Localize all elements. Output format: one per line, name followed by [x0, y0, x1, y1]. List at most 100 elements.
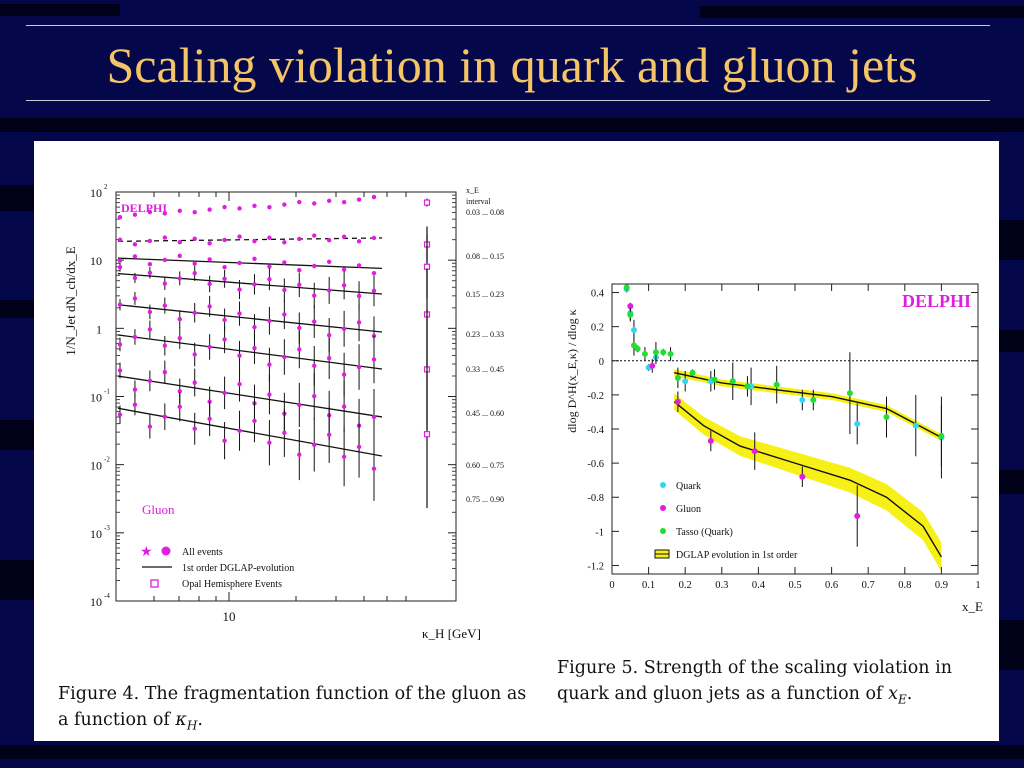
fig5-y-axis-label: dlog D^H(x_E,κ) / dlog κ: [565, 309, 579, 432]
fig4-data-point: [297, 199, 302, 205]
fig4-legend-all-events: All events: [182, 547, 223, 558]
fig4-data-point: [267, 392, 272, 397]
fig5-x-axis-label: x_E: [962, 599, 983, 614]
fig4-data-point: [177, 208, 182, 214]
fig4-data-point: [177, 253, 182, 259]
fig5-data-point: [938, 432, 945, 439]
fig4-data-point: [147, 209, 153, 215]
fig4-data-point: [132, 275, 138, 281]
fig5-data-point: [667, 350, 674, 357]
fig4-data-point: [117, 302, 123, 307]
fig4-y-axis-label: 1/N_Jet dN_ch/dx_E: [63, 246, 78, 355]
fig4-data-point: [237, 234, 242, 239]
fig4-data-point: [267, 205, 272, 210]
fig4-data-point: [282, 202, 287, 207]
fig4-y-tick-exponent: -1: [104, 388, 110, 396]
figure-panel: 10 2 10 1 10 -1 10 -2 10 -3 10 -4 DELPHI 1/N_Jet dN…: [34, 141, 999, 741]
fig4-data-point: [132, 387, 138, 392]
fig4-data-point: [356, 320, 362, 325]
fig5-quark-band: [674, 369, 942, 441]
legend-open-square-icon: [150, 579, 159, 588]
fig4-data-point: [177, 239, 182, 245]
fig5-data-point: [674, 398, 681, 405]
fig4-y-tick-label: 10: [90, 595, 102, 609]
fig4-data-point: [147, 238, 153, 244]
fig4-data-point: [282, 287, 287, 293]
fig4-ticks: [116, 191, 456, 602]
fig4-data-point: [162, 414, 168, 419]
fig5-data-point: [689, 369, 696, 376]
fig4-data-point: [252, 324, 257, 330]
fig5-x-tick-label: 0.3: [715, 580, 728, 591]
fig4-data-point: [356, 197, 362, 202]
fig5-data-point: [912, 422, 919, 429]
fig4-data-point: [282, 240, 287, 245]
fig4-data-point: [222, 438, 227, 443]
fig5-ticks: 0 0.1 0.2 0.3 0.4 0.5 0.6 0.7 0.8 0.9 1 0.4 0.2 0 -0.2…: [587, 284, 981, 591]
fig4-legend: ★ All events 1st order DGLAP-evolution O…: [140, 545, 294, 590]
fig5-delphi-label: DELPHI: [902, 291, 971, 311]
fig4-data-point: [237, 428, 242, 433]
fig4-data-point: [267, 362, 272, 367]
fig4-data-point: [312, 293, 317, 298]
legend-tasso-icon: [660, 528, 666, 534]
fig5-x-tick-label: 0.7: [862, 580, 875, 591]
fig4-data-point: [207, 304, 212, 309]
fig5-data-point: [799, 397, 806, 403]
fig4-data-point: [252, 203, 257, 209]
fig4-y-tick-exponent: 2: [104, 183, 108, 191]
title-rule-top: [26, 25, 990, 26]
fig4-data-point: [297, 402, 302, 408]
fig4-data-point: [132, 242, 138, 247]
fig4-dglap-line: [117, 334, 383, 370]
fig5-data-point: [883, 414, 890, 421]
fig4-data-point: [237, 206, 242, 211]
fig4-data-point: [326, 237, 332, 243]
fig4-data-point: [207, 207, 212, 212]
fig5-legend-tasso: Tasso (Quark): [676, 527, 733, 538]
fig5-data-point: [707, 437, 714, 444]
fig5-x-tick-label: 0.5: [788, 580, 801, 591]
fig4-data-point: [117, 412, 123, 417]
fig5-data-point: [674, 374, 681, 381]
fig5-x-tick-label: 0: [609, 580, 614, 591]
legend-quark-icon: [660, 482, 666, 488]
fig5-data-point: [799, 473, 806, 480]
fig5-y-tick-label: 0.2: [591, 323, 604, 334]
fig5-legend: Quark Gluon Tasso (Quark) DGLAP evolutio…: [654, 481, 798, 561]
fig5-y-tick-label: -1: [595, 527, 604, 538]
fig4-gluon-label: Gluon: [142, 502, 175, 517]
fig5-points: [623, 284, 945, 547]
fig4-data-point: [207, 257, 212, 262]
fig4-data-point: [192, 210, 197, 215]
fig4-data-point: [147, 261, 153, 267]
fig5-data-point: [652, 349, 659, 356]
fig4-data-point: [282, 260, 287, 265]
fig4-data-point: [132, 212, 138, 217]
fig4-caption-end: .: [197, 710, 203, 730]
fig4-frame: [115, 191, 457, 602]
fig5-data-point: [682, 378, 689, 385]
fig4-data-point: [297, 325, 302, 331]
fig4-interval-label: 0.08 ... 0.15: [466, 252, 504, 261]
fig4-data-point: [326, 332, 332, 338]
fig4-data-point: [117, 258, 123, 263]
fig4-data-point: [267, 235, 272, 240]
fig4-data-point: [237, 311, 242, 316]
fig4-data-point: [147, 309, 153, 315]
fig4-dglap-line: [117, 272, 383, 295]
fig4-interval-label: 0.33 ... 0.45: [466, 365, 504, 374]
fig4-data-point: [341, 404, 347, 409]
fig4-interval-label: 0.75 ... 0.90: [466, 495, 504, 504]
fig4-data-point: [237, 287, 242, 292]
fig4-data-point: [132, 334, 138, 340]
fig4-y-tick-exponent: -4: [104, 592, 110, 600]
fig4-data-point: [252, 282, 257, 287]
fig4-data-point: [192, 261, 197, 266]
fig5-caption-math: x: [888, 684, 898, 704]
fig4-data-point: [162, 281, 168, 286]
fig5-x-tick-label: 1: [975, 580, 980, 591]
fig4-data-point: [147, 378, 153, 384]
fig4-data-point: [132, 296, 138, 301]
fig4-data-point: [297, 267, 302, 273]
